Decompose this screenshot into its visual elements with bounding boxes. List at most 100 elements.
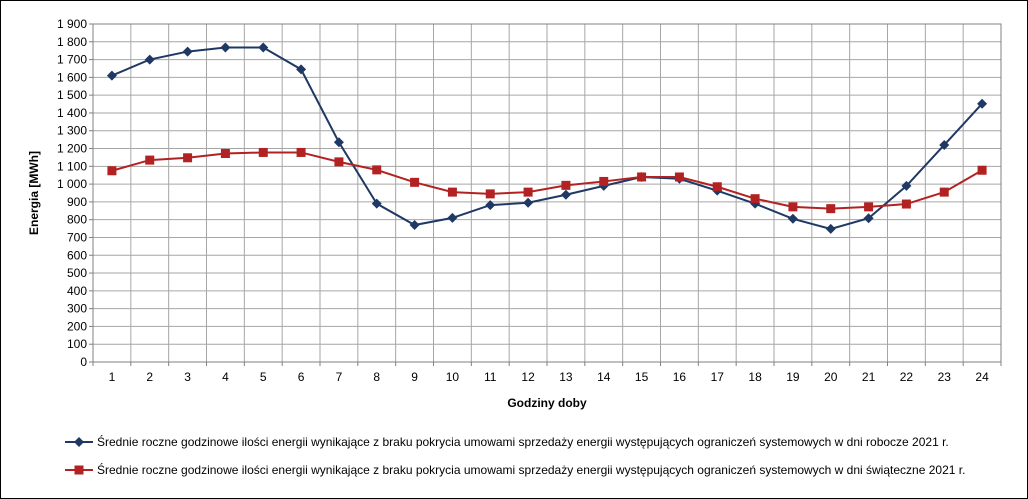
- data-point: [863, 213, 874, 224]
- y-tick-label: 1 700: [57, 53, 87, 67]
- y-tick-label: 0: [80, 355, 87, 369]
- legend-marker: [74, 465, 84, 475]
- data-point: [333, 137, 344, 148]
- data-point: [674, 172, 684, 182]
- x-tick-label: 18: [748, 370, 762, 384]
- data-point: [712, 182, 722, 192]
- y-tick-label: 1 100: [57, 159, 87, 173]
- data-point: [334, 157, 344, 167]
- x-tick-label: 6: [298, 370, 305, 384]
- y-tick-label: 900: [67, 195, 87, 209]
- x-axis-title: Godziny doby: [507, 396, 587, 410]
- y-tick-label: 1 800: [57, 35, 87, 49]
- data-point: [939, 139, 950, 150]
- plot-border: [92, 23, 1002, 363]
- y-tick-label: 1 200: [57, 142, 87, 156]
- legend: Średnie roczne godzinowe ilości energii …: [65, 434, 965, 477]
- data-point: [864, 202, 874, 212]
- data-point: [561, 180, 571, 190]
- data-point: [787, 213, 798, 224]
- series-group: [106, 42, 988, 234]
- legend-label: Średnie roczne godzinowe ilości energii …: [97, 462, 965, 477]
- x-tick-label: 1: [109, 370, 116, 384]
- x-axis-ticks: 1 2 3 4 5 6 7 8 9 10 11 12 13 14 15 16 17 18 19 20 21 22 23 24: [92, 362, 1002, 384]
- data-point: [977, 98, 988, 109]
- y-tick-label: 200: [67, 319, 87, 333]
- data-point: [371, 198, 382, 209]
- data-point: [447, 187, 457, 197]
- data-point: [788, 202, 798, 212]
- x-tick-label: 12: [521, 370, 535, 384]
- x-tick-label: 13: [559, 370, 573, 384]
- legend-item-1: Średnie roczne godzinowe ilości energii …: [65, 434, 949, 449]
- x-tick-label: 5: [260, 370, 267, 384]
- x-tick-label: 22: [900, 370, 914, 384]
- data-point: [901, 180, 912, 191]
- data-point: [560, 189, 571, 200]
- x-tick-label: 20: [824, 370, 838, 384]
- data-point: [296, 64, 307, 75]
- data-point: [144, 54, 155, 65]
- x-tick-label: 24: [975, 370, 989, 384]
- y-tick-label: 300: [67, 302, 87, 316]
- data-point: [296, 147, 306, 157]
- x-tick-label: 9: [411, 370, 418, 384]
- data-point: [409, 220, 420, 231]
- y-axis-title: Energia [MWh]: [27, 151, 41, 235]
- data-point: [220, 42, 231, 53]
- data-point: [637, 172, 647, 182]
- x-tick-label: 15: [635, 370, 649, 384]
- data-point: [258, 147, 268, 157]
- data-point: [258, 42, 269, 53]
- data-point: [939, 187, 949, 197]
- x-tick-label: 4: [222, 370, 229, 384]
- x-tick-label: 7: [336, 370, 343, 384]
- data-point: [145, 155, 155, 165]
- data-point: [183, 153, 193, 163]
- legend-label: Średnie roczne godzinowe ilości energii …: [97, 434, 949, 449]
- data-point: [901, 199, 911, 209]
- series-line: [111, 46, 983, 230]
- data-point: [447, 212, 458, 223]
- legend-marker: [74, 437, 84, 447]
- data-point: [523, 197, 534, 208]
- data-point: [825, 223, 836, 234]
- y-tick-label: 500: [67, 266, 87, 280]
- series-line: [111, 151, 983, 210]
- y-tick-label: 700: [67, 230, 87, 244]
- y-tick-label: 1 000: [57, 177, 87, 191]
- x-tick-label: 11: [484, 370, 497, 384]
- data-point: [410, 177, 420, 187]
- data-point: [977, 165, 987, 175]
- x-tick-label: 17: [711, 370, 725, 384]
- data-point: [523, 187, 533, 197]
- data-point: [750, 194, 760, 204]
- y-axis-ticks: 0 100 200 300 400 500 600 700 800 900 1 000 1 100 1 …: [57, 17, 93, 369]
- x-tick-label: 16: [673, 370, 687, 384]
- x-tick-label: 10: [446, 370, 460, 384]
- y-tick-label: 600: [67, 248, 87, 262]
- y-tick-label: 1 500: [57, 88, 87, 102]
- x-tick-label: 21: [862, 370, 876, 384]
- x-tick-label: 2: [146, 370, 153, 384]
- x-tick-label: 3: [184, 370, 191, 384]
- y-tick-label: 1 600: [57, 70, 87, 84]
- y-tick-label: 1 300: [57, 124, 87, 138]
- data-point: [599, 176, 609, 186]
- x-tick-label: 14: [597, 370, 611, 384]
- data-point: [485, 189, 495, 199]
- data-point: [220, 149, 230, 159]
- data-point: [372, 165, 382, 175]
- x-tick-label: 19: [786, 370, 800, 384]
- y-tick-label: 100: [67, 337, 87, 351]
- data-point: [485, 200, 496, 211]
- legend-item-2: Średnie roczne godzinowe ilości energii …: [65, 462, 965, 477]
- y-tick-label: 400: [67, 284, 87, 298]
- data-point: [826, 204, 836, 214]
- x-tick-label: 8: [373, 370, 380, 384]
- x-tick-label: 23: [938, 370, 952, 384]
- data-point: [107, 166, 117, 176]
- series-2: [107, 147, 987, 214]
